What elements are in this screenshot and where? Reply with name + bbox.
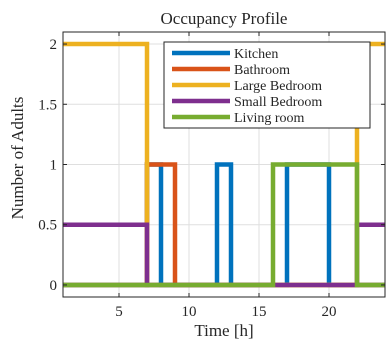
x-tick-label: 15: [252, 304, 267, 320]
legend-label: Small Bedroom: [234, 95, 322, 110]
legend-label: Living room: [234, 111, 304, 126]
legend-label: Kitchen: [234, 47, 278, 62]
y-tick-label: 0.5: [38, 218, 57, 234]
legend-label: Large Bedroom: [234, 79, 322, 94]
y-tick-label: 1.5: [38, 97, 57, 113]
axes-layer: 5 10 15 20 0 0.5 1 1.5 2: [38, 31, 386, 320]
x-tick-label: 20: [322, 304, 337, 320]
x-axis-label: Time [h]: [194, 321, 253, 340]
x-tick-label: 10: [182, 304, 197, 320]
y-axis-label: Number of Adults: [8, 97, 27, 220]
legend-label: Bathroom: [234, 63, 290, 78]
y-tick-label: 2: [50, 37, 58, 53]
x-tick-label: 5: [115, 304, 123, 320]
y-tick-label: 1: [50, 158, 58, 174]
chart-title: Occupancy Profile: [161, 9, 288, 28]
y-tick-label: 0: [50, 278, 58, 294]
series-line-living-room: [63, 162, 385, 288]
